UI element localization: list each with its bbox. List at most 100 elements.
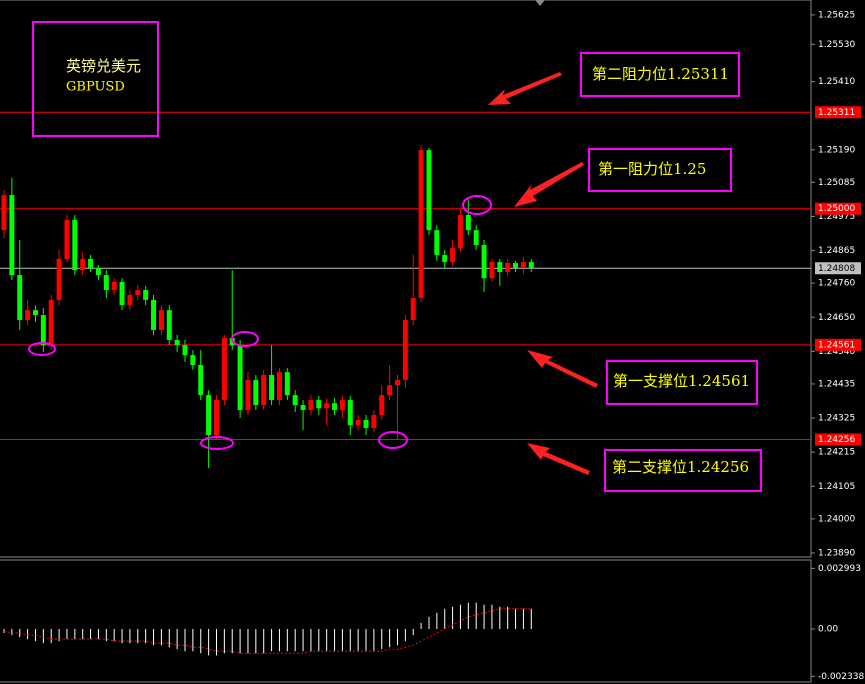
y-tick-label: 1.24215 bbox=[818, 448, 855, 458]
candle-body bbox=[402, 320, 408, 380]
annotation: 第二支撑位1.24256 bbox=[612, 458, 749, 476]
candle-body bbox=[103, 275, 109, 290]
arrow bbox=[514, 162, 584, 207]
candle-body bbox=[174, 339, 180, 346]
candle-body bbox=[300, 405, 306, 410]
candle-body bbox=[17, 275, 23, 321]
candle-body bbox=[213, 400, 219, 436]
level-label: 1.25000 bbox=[818, 204, 855, 214]
annotation: 第一支撑位1.24561 bbox=[613, 372, 750, 390]
candle-body bbox=[198, 365, 204, 396]
candle-body bbox=[111, 281, 117, 290]
title-box bbox=[32, 21, 159, 137]
candle-body bbox=[25, 310, 31, 321]
y-tick-label: 1.25625 bbox=[818, 10, 855, 20]
candle-body bbox=[95, 267, 101, 276]
candle-body bbox=[418, 150, 424, 299]
y-tick-label: 1.24105 bbox=[818, 482, 855, 492]
candle-body bbox=[347, 400, 353, 426]
main-panel bbox=[0, 0, 812, 558]
annotation: 第一阻力位1.25 bbox=[598, 160, 706, 178]
candle-body bbox=[465, 214, 471, 231]
highlight bbox=[378, 431, 408, 449]
candle-body bbox=[32, 310, 38, 316]
candle-body bbox=[245, 379, 251, 410]
candle-body bbox=[363, 419, 369, 428]
candle-body bbox=[276, 372, 282, 401]
shift-marker bbox=[535, 0, 545, 6]
arrows bbox=[488, 72, 598, 475]
candle-body bbox=[269, 374, 275, 401]
chart-subtitle: GBPUSD bbox=[66, 80, 125, 95]
highlight bbox=[200, 436, 234, 450]
candle-body bbox=[80, 258, 86, 271]
candle-body bbox=[410, 298, 416, 321]
plot: 1.25625 1.25530 1.25410 1.25190 1.25085 1.249… bbox=[0, 10, 864, 682]
y-tick-label: 1.25410 bbox=[818, 77, 855, 87]
y-tick-label: 1.24975 bbox=[818, 212, 855, 222]
indicator-panel bbox=[0, 559, 812, 683]
candle-body bbox=[261, 374, 267, 406]
candle-body bbox=[56, 258, 62, 300]
highlight bbox=[231, 331, 259, 347]
annotation-box bbox=[604, 449, 762, 492]
level-label: 1.24561 bbox=[818, 340, 855, 350]
candle-body bbox=[355, 419, 361, 426]
candle-body bbox=[520, 262, 526, 268]
y-tick-label: 1.24650 bbox=[818, 313, 855, 323]
y-tick-label: 1.24325 bbox=[818, 414, 855, 424]
candle-body bbox=[339, 400, 345, 410]
candle-body bbox=[434, 230, 440, 255]
y-tick-label: 1.24540 bbox=[818, 347, 855, 357]
arrow bbox=[488, 72, 562, 105]
candle-body bbox=[308, 400, 314, 410]
candle-body bbox=[221, 338, 227, 401]
candle-body bbox=[528, 262, 534, 268]
candle-body bbox=[72, 219, 78, 271]
candle-body bbox=[450, 248, 456, 263]
candle-body bbox=[190, 355, 196, 366]
candle-body bbox=[371, 414, 377, 428]
level-label-bg bbox=[815, 106, 861, 119]
arrow bbox=[527, 443, 590, 475]
candle-body bbox=[316, 400, 322, 409]
annotation-box bbox=[606, 360, 758, 405]
candle-body bbox=[395, 379, 400, 386]
highlights bbox=[28, 195, 492, 450]
candle-body bbox=[489, 262, 495, 279]
candle-body bbox=[135, 289, 141, 295]
y-tick-label: 0.002993 bbox=[818, 564, 861, 574]
signal-line bbox=[3, 608, 532, 654]
candle-body bbox=[505, 262, 511, 272]
candle-body bbox=[497, 262, 503, 272]
candle-body bbox=[48, 299, 54, 346]
y-tick-label: 0.00 bbox=[818, 624, 838, 634]
highlight bbox=[462, 195, 492, 215]
y-tick-label: 1.25085 bbox=[818, 178, 855, 188]
candle-body bbox=[206, 395, 212, 436]
y-tick-label: 1.25190 bbox=[818, 145, 855, 155]
level-label: 1.24256 bbox=[818, 435, 855, 445]
annotation-box bbox=[580, 52, 740, 97]
candle-body bbox=[237, 345, 243, 410]
candle-body bbox=[387, 385, 393, 396]
candle-body bbox=[64, 219, 70, 259]
arrow bbox=[527, 350, 598, 388]
candle-body bbox=[292, 395, 298, 406]
y-tick-label: -0.002338 bbox=[818, 672, 864, 682]
level-label: 1.25311 bbox=[818, 108, 855, 118]
level-label-bg bbox=[815, 433, 861, 446]
candle-body bbox=[473, 230, 479, 246]
level-label-bg bbox=[815, 338, 861, 351]
candle-body bbox=[1, 195, 7, 231]
candle-body bbox=[9, 195, 15, 276]
candle-body bbox=[513, 262, 519, 268]
level-label: 1.24808 bbox=[818, 264, 855, 274]
level-label-bg bbox=[815, 202, 861, 215]
candle-body bbox=[253, 379, 259, 406]
candle-body bbox=[143, 289, 149, 300]
candle-body bbox=[40, 315, 46, 346]
